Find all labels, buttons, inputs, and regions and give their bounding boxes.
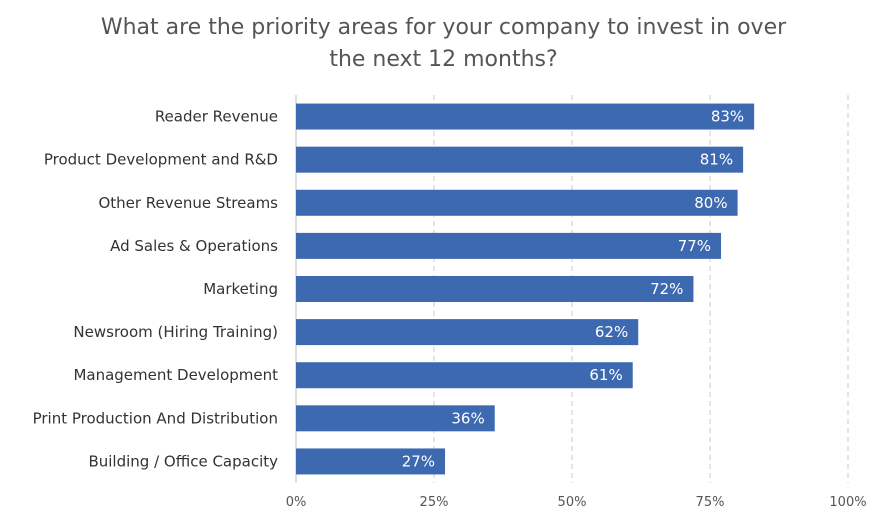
bar-5 bbox=[296, 319, 639, 346]
chart-title-line-2: the next 12 months? bbox=[329, 47, 558, 72]
bar-6 bbox=[296, 362, 633, 389]
category-label-3: Ad Sales & Operations bbox=[110, 237, 278, 255]
chart-title-line-1: What are the priority areas for your com… bbox=[100, 15, 787, 40]
category-label-8: Building / Office Capacity bbox=[88, 452, 278, 470]
category-label-0: Reader Revenue bbox=[155, 108, 278, 126]
category-label-4: Marketing bbox=[203, 280, 278, 298]
bar-2 bbox=[296, 189, 738, 216]
bar-3 bbox=[296, 232, 722, 259]
data-label-6: 61% bbox=[589, 366, 622, 384]
bar-1 bbox=[296, 146, 744, 173]
bar-8 bbox=[296, 448, 446, 475]
data-label-3: 77% bbox=[678, 237, 711, 255]
chart-title: What are the priority areas for your com… bbox=[0, 12, 887, 76]
data-label-4: 72% bbox=[650, 280, 683, 298]
bar-7 bbox=[296, 405, 495, 432]
x-tick-label-50: 50% bbox=[558, 495, 587, 510]
category-label-5: Newsroom (Hiring Training) bbox=[73, 323, 278, 341]
category-label-6: Management Development bbox=[73, 366, 278, 384]
data-label-8: 27% bbox=[402, 452, 435, 470]
x-tick-label-0: 0% bbox=[286, 495, 307, 510]
category-label-2: Other Revenue Streams bbox=[98, 194, 278, 212]
x-tick-label-25: 25% bbox=[420, 495, 449, 510]
bar-0 bbox=[296, 103, 755, 130]
data-label-5: 62% bbox=[595, 323, 628, 341]
category-label-7: Print Production And Distribution bbox=[33, 409, 278, 427]
x-tick-label-75: 75% bbox=[696, 495, 725, 510]
data-label-1: 81% bbox=[700, 151, 733, 169]
x-tick-label-100: 100% bbox=[829, 495, 866, 510]
bar-4 bbox=[296, 276, 694, 302]
data-label-2: 80% bbox=[694, 194, 727, 212]
category-label-1: Product Development and R&D bbox=[44, 151, 278, 169]
data-label-7: 36% bbox=[451, 409, 484, 427]
data-label-0: 83% bbox=[711, 108, 744, 126]
